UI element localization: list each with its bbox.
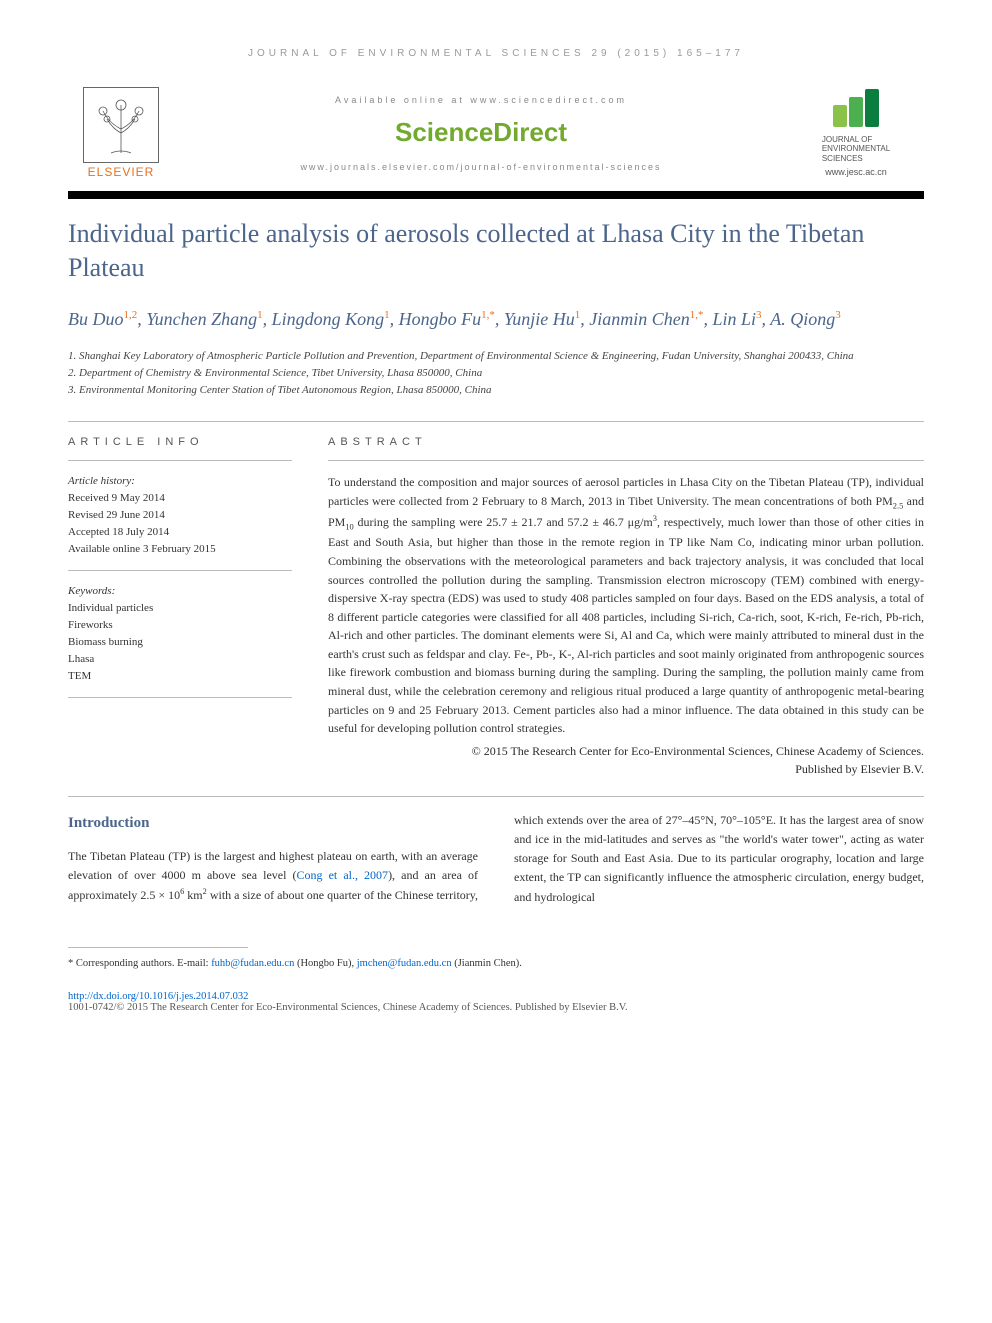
journal-banner: ELSEVIER Available online at www.science… <box>68 87 924 187</box>
jes-url[interactable]: www.jesc.ac.cn <box>825 167 887 177</box>
keywords-block: Keywords: Individual particles Fireworks… <box>68 583 292 685</box>
jes-line2: ENVIRONMENTAL <box>822 144 890 154</box>
history-online: Available online 3 February 2015 <box>68 541 292 558</box>
copyright-line2: Published by Elsevier B.V. <box>328 760 924 778</box>
corresponding-authors: * Corresponding authors. E-mail: fuhb@fu… <box>68 958 924 969</box>
elsevier-wordmark: ELSEVIER <box>88 165 155 179</box>
footnote-rule <box>68 947 248 948</box>
affiliation-2: 2. Department of Chemistry & Environment… <box>68 365 924 382</box>
article-title: Individual particle analysis of aerosols… <box>68 217 924 285</box>
keyword-item: Biomass burning <box>68 634 292 651</box>
abstract-copyright: © 2015 The Research Center for Eco-Envir… <box>328 742 924 778</box>
article-info-label: ARTICLE INFO <box>68 436 292 448</box>
footer-copyright: 1001-0742/© 2015 The Research Center for… <box>68 1002 924 1013</box>
corresp-email-1[interactable]: fuhb@fudan.edu.cn <box>211 958 294 969</box>
elsevier-tree-icon <box>83 87 159 163</box>
rule-above-intro <box>68 796 924 797</box>
keyword-item: Lhasa <box>68 651 292 668</box>
corresp-email-2[interactable]: jmchen@fudan.edu.cn <box>357 958 452 969</box>
history-received: Received 9 May 2014 <box>68 490 292 507</box>
corresp-name-2: (Jianmin Chen). <box>454 958 522 969</box>
corresp-name-1: (Hongbo Fu), <box>297 958 357 969</box>
article-history: Article history: Received 9 May 2014 Rev… <box>68 473 292 558</box>
rule-above-info <box>68 421 924 422</box>
journal-url[interactable]: www.journals.elsevier.com/journal-of-env… <box>300 162 661 172</box>
affiliation-1: 1. Shanghai Key Laboratory of Atmospheri… <box>68 348 924 365</box>
banner-center: Available online at www.sciencedirect.co… <box>166 95 796 172</box>
body-columns: Introduction The Tibetan Plateau (TP) is… <box>68 811 924 907</box>
jes-journal-name: JOURNAL OF ENVIRONMENTAL SCIENCES <box>822 135 890 164</box>
rule-info <box>68 460 292 461</box>
running-header: JOURNAL OF ENVIRONMENTAL SCIENCES 29 (20… <box>68 48 924 59</box>
history-revised: Revised 29 June 2014 <box>68 507 292 524</box>
black-rule <box>68 191 924 199</box>
rule-abstract <box>328 460 924 461</box>
copyright-line1: © 2015 The Research Center for Eco-Envir… <box>328 742 924 760</box>
available-online-text: Available online at www.sciencedirect.co… <box>335 95 627 105</box>
rule-keywords <box>68 570 292 571</box>
doi-link[interactable]: http://dx.doi.org/10.1016/j.jes.2014.07.… <box>68 991 248 1002</box>
keyword-item: TEM <box>68 668 292 685</box>
history-header: Article history: <box>68 473 292 490</box>
introduction-heading: Introduction <box>68 811 478 835</box>
affiliation-3: 3. Environmental Monitoring Center Stati… <box>68 382 924 399</box>
author-list: Bu Duo1,2, Yunchen Zhang1, Lingdong Kong… <box>68 307 924 332</box>
jes-line1: JOURNAL OF <box>822 135 890 145</box>
history-accepted: Accepted 18 July 2014 <box>68 524 292 541</box>
keyword-item: Fireworks <box>68 617 292 634</box>
keywords-header: Keywords: <box>68 583 292 600</box>
keyword-item: Individual particles <box>68 600 292 617</box>
corresp-label: * Corresponding authors. E-mail: <box>68 958 211 969</box>
jes-block: JOURNAL OF ENVIRONMENTAL SCIENCES www.je… <box>796 89 916 178</box>
footer-block: http://dx.doi.org/10.1016/j.jes.2014.07.… <box>68 991 924 1013</box>
elsevier-block: ELSEVIER <box>76 87 166 179</box>
jes-logo-icon <box>833 89 879 127</box>
affiliations: 1. Shanghai Key Laboratory of Atmospheri… <box>68 348 924 399</box>
rule-keywords-end <box>68 697 292 698</box>
jes-line3: SCIENCES <box>822 154 890 164</box>
abstract-label: ABSTRACT <box>328 436 924 448</box>
sciencedirect-logo[interactable]: ScienceDirect <box>395 117 567 148</box>
abstract-text: To understand the composition and major … <box>328 473 924 738</box>
